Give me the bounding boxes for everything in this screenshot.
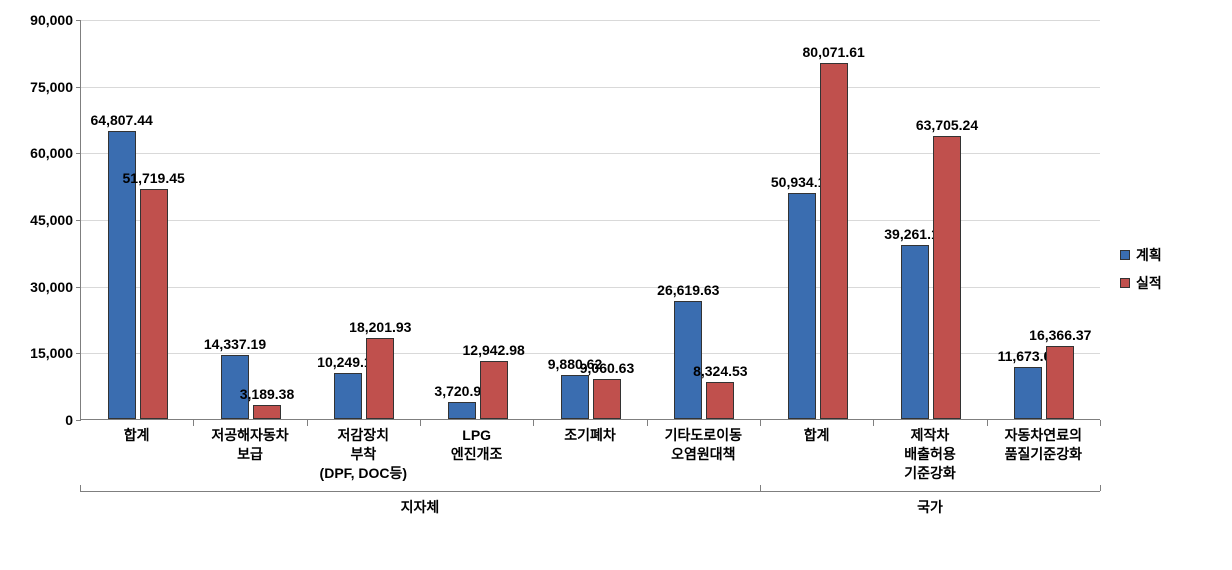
bar: 51,719.45 xyxy=(140,189,168,419)
bar: 11,673.00 xyxy=(1014,367,1042,419)
x-group-label: 국가 xyxy=(760,497,1100,517)
bar: 8,324.53 xyxy=(706,382,734,419)
bar: 9,880.62 xyxy=(561,375,589,419)
legend: 계획 실적 xyxy=(1120,245,1162,301)
plot-area: 015,00030,00045,00060,00075,00090,000 64… xyxy=(80,20,1100,420)
bar: 16,366.37 xyxy=(1046,346,1074,419)
legend-label: 실적 xyxy=(1136,273,1162,293)
legend-label: 계획 xyxy=(1136,245,1162,265)
y-tick-label: 60,000 xyxy=(30,145,81,161)
bar-value-label: 64,807.44 xyxy=(91,112,153,128)
x-category-label: 자동차연료의품질기준강화 xyxy=(987,426,1100,464)
legend-item-plan: 계획 xyxy=(1120,245,1162,265)
bar: 26,619.63 xyxy=(674,301,702,419)
bar: 3,189.38 xyxy=(253,405,281,419)
x-category-label: 합계 xyxy=(760,426,873,445)
bar-value-label: 16,366.37 xyxy=(1029,327,1091,343)
bar-value-label: 51,719.45 xyxy=(123,170,185,186)
x-category-label: 저공해자동차보급 xyxy=(193,426,306,464)
x-category-label: 제작차배출허용기준강화 xyxy=(873,426,986,483)
bar-value-label: 80,071.61 xyxy=(803,44,865,60)
legend-item-actual: 실적 xyxy=(1120,273,1162,293)
chart: 0 15,000 30,000 45,000 60,000 75,000 90,000 64… xyxy=(10,10,1110,560)
bar-value-label: 18,201.93 xyxy=(349,319,411,335)
bar-value-label: 14,337.19 xyxy=(204,336,266,352)
bar: 50,934.11 xyxy=(788,193,816,419)
x-category-label: LPG엔진개조 xyxy=(420,426,533,464)
bar: 3,720.90 xyxy=(448,402,476,419)
bar-value-label: 9,060.63 xyxy=(580,360,635,376)
bar: 63,705.24 xyxy=(933,136,961,419)
bar: 9,060.63 xyxy=(593,379,621,419)
x-group-label: 지자체 xyxy=(80,497,760,517)
bar-value-label: 12,942.98 xyxy=(463,342,525,358)
bar: 39,261.11 xyxy=(901,245,929,419)
legend-swatch-icon xyxy=(1120,278,1130,288)
x-category-label: 저감장치부착(DPF, DOC등) xyxy=(307,426,420,483)
y-tick-label: 90,000 xyxy=(30,12,81,28)
bar-value-label: 63,705.24 xyxy=(916,117,978,133)
y-tick-label: 15,000 xyxy=(30,345,81,361)
bar: 10,249.10 xyxy=(334,373,362,419)
y-tick-label: 45,000 xyxy=(30,212,81,228)
bar-value-label: 3,189.38 xyxy=(240,386,295,402)
bar: 12,942.98 xyxy=(480,361,508,419)
y-tick-label: 30,000 xyxy=(30,279,81,295)
bar-value-label: 8,324.53 xyxy=(693,363,748,379)
y-tick-label: 75,000 xyxy=(30,79,81,95)
x-category-label: 합계 xyxy=(80,426,193,445)
bars-container: 64,807.44 51,719.45 14,337.19 3,189.38 10,24… xyxy=(81,20,1100,419)
bar: 80,071.61 xyxy=(820,63,848,419)
x-category-label: 조기폐차 xyxy=(533,426,646,445)
legend-swatch-icon xyxy=(1120,250,1130,260)
x-category-label: 기타도로이동오염원대책 xyxy=(647,426,760,464)
bar-value-label: 26,619.63 xyxy=(657,282,719,298)
y-tick-label: 0 xyxy=(65,412,81,428)
bar: 18,201.93 xyxy=(366,338,394,419)
